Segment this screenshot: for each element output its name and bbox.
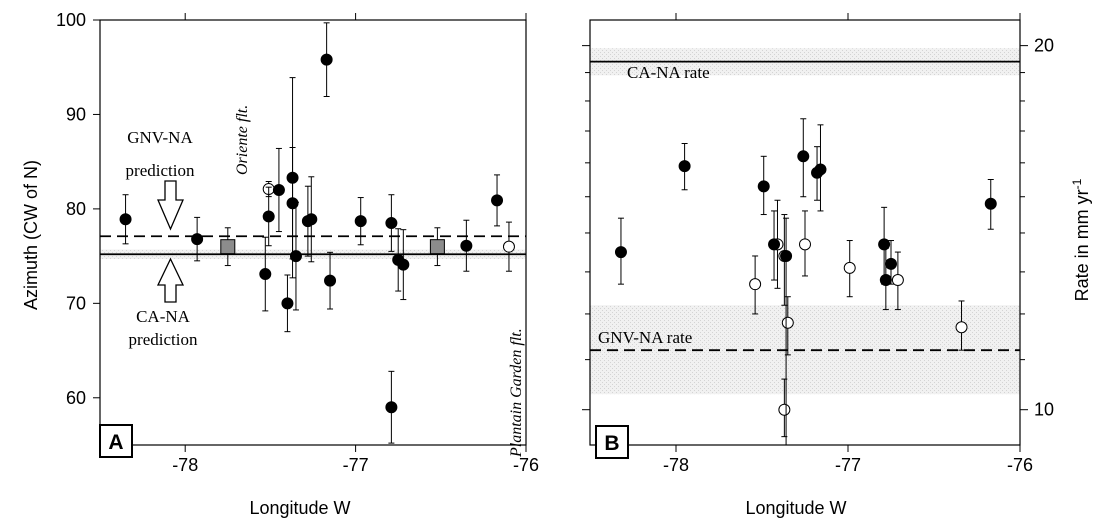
b-open-point [843, 261, 856, 274]
ca-prediction-label-2: prediction [129, 330, 198, 349]
b-filled-point [614, 246, 627, 259]
a-filled-point [385, 217, 398, 230]
b-open-point [799, 238, 811, 251]
b-y-axis-label-sup: -1 [1070, 178, 1084, 189]
a-y-tick-label: 90 [66, 104, 86, 124]
b-filled-point [814, 163, 827, 176]
b-y-tick-label: 10 [1034, 400, 1054, 420]
a-filled-point [324, 274, 337, 287]
panel-b-label: B [604, 432, 619, 455]
b-open-point [778, 403, 791, 416]
panel-a: -78 -77 -76 60 70 80 90 100 GNV-NA prediction C… [21, 10, 539, 518]
b-y-axis-label: Rate in mm yr-1 [1070, 178, 1092, 301]
b-x-tick-label: -78 [663, 455, 689, 475]
a-data-points [119, 22, 515, 444]
a-filled-point [281, 297, 294, 310]
a-y-tick-label: 60 [66, 388, 86, 408]
b-filled-point [878, 238, 891, 251]
plantain-garden-fault-label: Plantain Garden flt. [508, 328, 525, 458]
a-filled-point [119, 213, 132, 226]
ca-up-arrow-icon [156, 257, 185, 303]
a-plot-frame [99, 19, 527, 446]
a-filled-point [491, 194, 504, 207]
a-filled-point [354, 215, 367, 228]
a-axes: -78 -77 -76 60 70 80 90 100 [56, 10, 539, 475]
a-x-tick-label: -78 [172, 455, 198, 475]
a-y-tick-label: 100 [56, 10, 86, 30]
b-y-axis-label-main: Rate in mm yr [1072, 189, 1092, 301]
b-axes: -78 -77 -76 10 20 [582, 13, 1054, 475]
gnv-down-arrow-icon [157, 180, 184, 231]
panel-a-label-box [99, 424, 133, 458]
a-filled-point [286, 197, 299, 210]
b-data-points [614, 118, 997, 446]
b-open-point [749, 278, 762, 291]
panel-a-label: A [108, 431, 123, 454]
b-filled-point [757, 180, 770, 193]
a-y-axis-label: Azimuth (CW of N) [21, 160, 41, 310]
panel-b-label-box [595, 425, 629, 459]
a-filled-point [259, 268, 272, 281]
a-square-point [220, 239, 236, 255]
a-y-tick-label: 80 [66, 199, 86, 219]
a-filled-point [289, 250, 302, 263]
b-filled-point [780, 249, 793, 262]
a-open-point [502, 240, 515, 253]
a-filled-point [385, 401, 398, 414]
b-open-point [955, 321, 968, 334]
b-open-point [891, 274, 904, 287]
b-filled-point [797, 150, 810, 163]
b-x-tick-label: -76 [1007, 455, 1033, 475]
b-open-point [781, 316, 794, 329]
gnv-prediction-label-2: prediction [126, 161, 195, 180]
gnv-prediction-label-1: GNV-NA [127, 128, 193, 147]
a-x-tick-label: -77 [343, 455, 369, 475]
panel-b: -78 -77 -76 10 20 CA-NA rate GNV-NA rate B L… [582, 13, 1092, 518]
oriente-fault-label: Oriente flt. [234, 105, 251, 175]
b-filled-point [885, 257, 897, 270]
a-filled-point [262, 210, 275, 223]
a-filled-point [320, 53, 333, 66]
a-x-axis-label: Longitude W [249, 498, 350, 518]
a-y-tick-label: 70 [66, 293, 86, 313]
a-x-tick-label: -76 [513, 455, 539, 475]
b-y-tick-label: 20 [1034, 36, 1054, 56]
ca-prediction-label-1: CA-NA [136, 307, 191, 326]
ca-na-rate-label: CA-NA rate [627, 63, 710, 82]
b-filled-point [984, 197, 997, 210]
a-square-point [429, 239, 445, 255]
b-reference-lines [590, 60, 1020, 352]
a-reference-lines [100, 235, 526, 256]
b-filled-point [768, 238, 781, 251]
b-x-tick-label: -77 [835, 455, 861, 475]
b-filled-point [678, 160, 691, 173]
gnv-na-rate-label: GNV-NA rate [598, 328, 692, 347]
b-x-axis-label: Longitude W [745, 498, 846, 518]
a-filled-point [397, 258, 410, 271]
a-filled-point [305, 213, 318, 226]
a-filled-point [191, 233, 204, 246]
a-filled-point [460, 239, 473, 252]
a-filled-point [272, 184, 285, 196]
